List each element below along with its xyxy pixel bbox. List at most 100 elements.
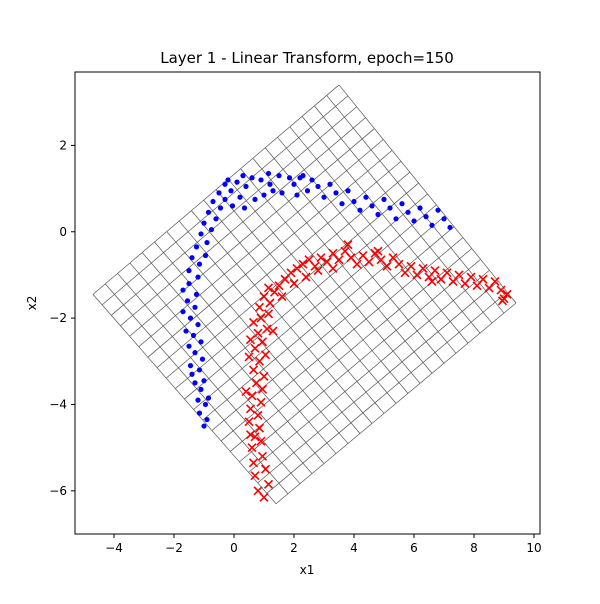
grid-line	[220, 237, 464, 442]
data-point-x	[257, 451, 268, 461]
data-point-x	[260, 350, 271, 360]
data-point-x	[430, 266, 440, 276]
data-point-dot	[202, 252, 209, 259]
series-layer	[180, 170, 512, 502]
data-point-dot	[189, 255, 195, 261]
data-point-x	[247, 391, 257, 401]
data-point-x	[394, 259, 404, 269]
data-point-dot	[204, 416, 210, 423]
data-point-x	[364, 257, 374, 267]
data-point-x	[256, 397, 266, 407]
data-point-dot	[441, 216, 447, 222]
data-point-dot	[243, 183, 249, 190]
data-point-dot	[198, 339, 204, 345]
data-point-x	[253, 486, 263, 496]
data-point-x	[382, 261, 392, 271]
data-point-dot	[357, 207, 363, 213]
data-point-x	[250, 432, 260, 442]
data-point-x	[289, 279, 299, 289]
x-tick-label: 6	[410, 541, 418, 555]
grid-line	[289, 126, 469, 344]
grid-line	[326, 95, 505, 314]
data-point-x	[313, 266, 323, 276]
data-point-dot	[201, 220, 207, 226]
data-point-x	[263, 283, 274, 293]
data-point-x	[292, 263, 302, 274]
data-point-x	[343, 240, 353, 250]
data-point-dot	[333, 190, 339, 196]
data-point-dot	[265, 170, 272, 177]
data-point-x	[251, 378, 262, 388]
data-point-dot	[196, 367, 203, 373]
x-tick-label: 8	[470, 541, 478, 555]
data-point-x	[248, 365, 259, 375]
data-point-dot	[190, 332, 197, 338]
data-point-x	[256, 436, 266, 446]
data-point-x	[418, 263, 428, 274]
data-point-dot	[225, 177, 231, 183]
data-point-x	[328, 263, 338, 274]
data-point-dot	[222, 181, 228, 187]
data-point-x	[466, 272, 476, 282]
x-tick-label: −2	[165, 541, 183, 555]
data-point-x	[427, 276, 437, 286]
data-point-x	[248, 317, 259, 327]
grid-line	[184, 193, 428, 400]
data-point-dot	[258, 177, 264, 183]
y-tick-label: 2	[59, 138, 67, 152]
data-point-dot	[249, 175, 255, 181]
data-point-dot	[315, 183, 321, 190]
data-point-dot	[294, 192, 300, 198]
data-point-dot	[205, 209, 212, 215]
data-point-dot	[202, 401, 209, 408]
plot-area-frame	[74, 71, 541, 535]
data-point-x	[244, 352, 254, 362]
data-point-dot	[184, 298, 191, 304]
data-point-x	[253, 410, 263, 420]
data-point-dot	[381, 196, 387, 202]
data-point-dot	[186, 343, 192, 349]
data-point-dot	[393, 216, 399, 222]
grid-line	[202, 215, 446, 421]
data-point-x	[263, 309, 274, 319]
data-point-dot	[345, 188, 351, 194]
data-point-dot	[180, 309, 186, 315]
data-point-x	[250, 343, 260, 353]
x-tick-label: 2	[290, 541, 298, 555]
grid-line	[193, 204, 437, 410]
data-point-dot	[217, 205, 224, 211]
data-point-dot	[193, 291, 200, 297]
data-point-dot	[321, 194, 327, 200]
data-point-dot	[192, 380, 198, 386]
data-point-dot	[187, 363, 194, 369]
grid-line	[275, 302, 517, 505]
data-point-dot	[201, 423, 207, 429]
data-point-x	[298, 259, 308, 269]
data-point-dot	[240, 173, 246, 179]
data-point-dot	[192, 350, 198, 356]
data-point-dot	[222, 196, 228, 202]
grid-line	[301, 116, 481, 334]
data-point-dot	[228, 188, 234, 194]
data-point-x	[301, 272, 311, 282]
grid-line	[338, 84, 517, 304]
y-axis-label: x2	[25, 296, 39, 311]
data-point-dot	[369, 203, 375, 209]
data-point-dot	[213, 216, 219, 222]
data-point-dot	[183, 328, 189, 334]
grid-line	[228, 178, 409, 394]
y-tick-label: −2	[49, 311, 67, 325]
data-point-x	[454, 270, 464, 280]
data-point-x	[373, 246, 383, 256]
grid-line	[240, 168, 421, 384]
grid-line	[248, 270, 490, 473]
data-point-x	[310, 261, 320, 271]
data-point-x	[259, 371, 269, 381]
axes: −4 −2 0 2 4 6 8 10 −6 −4 −2 0 2	[49, 138, 541, 555]
data-point-dot	[276, 173, 282, 179]
data-point-x	[253, 328, 263, 338]
data-point-x	[245, 430, 256, 440]
data-point-dot	[241, 205, 248, 211]
x-tick-label: −4	[105, 541, 123, 555]
